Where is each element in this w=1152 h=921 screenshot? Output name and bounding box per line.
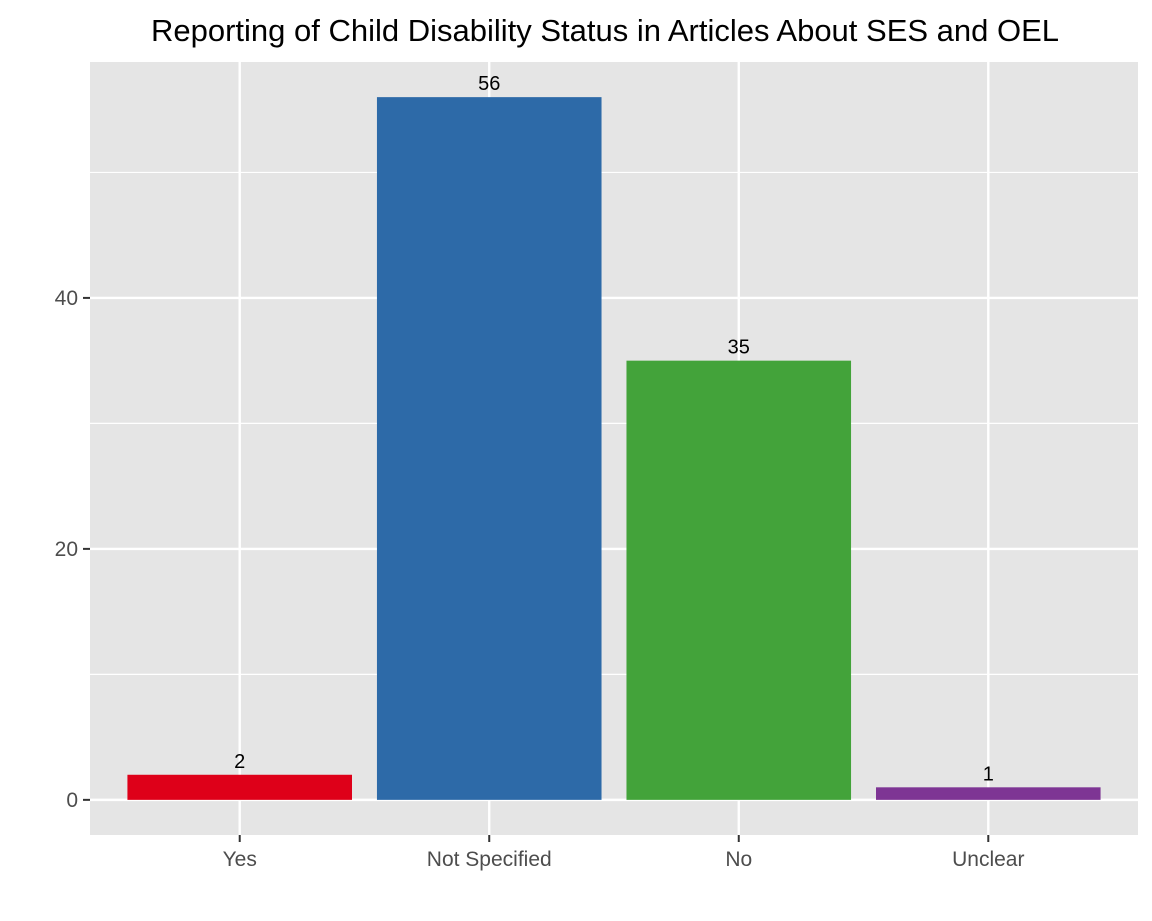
x-tick-label: Unclear bbox=[952, 848, 1024, 871]
bar-value-label: 35 bbox=[728, 337, 750, 359]
bar bbox=[376, 97, 602, 800]
x-tick-label: Yes bbox=[223, 848, 257, 871]
bar bbox=[127, 774, 352, 800]
data-labels: 2 56 35 1 bbox=[234, 73, 994, 785]
bars bbox=[127, 97, 1101, 800]
bar-value-label: 1 bbox=[983, 763, 994, 785]
bar bbox=[876, 787, 1101, 800]
x-tick-label: No bbox=[725, 848, 752, 871]
axes: 0 20 40 Yes Not Specified No Unclear bbox=[55, 287, 1025, 871]
y-tick-label: 40 bbox=[55, 287, 78, 310]
bar-value-label: 2 bbox=[234, 751, 245, 773]
plot-panel bbox=[90, 62, 1138, 835]
y-tick-label: 20 bbox=[55, 538, 78, 561]
x-tick-label: Not Specified bbox=[427, 848, 552, 871]
y-tick-label: 0 bbox=[66, 789, 78, 812]
chart-title: Reporting of Child Disability Status in … bbox=[151, 13, 1059, 48]
bar bbox=[626, 360, 852, 800]
bar-value-label: 56 bbox=[478, 73, 500, 95]
